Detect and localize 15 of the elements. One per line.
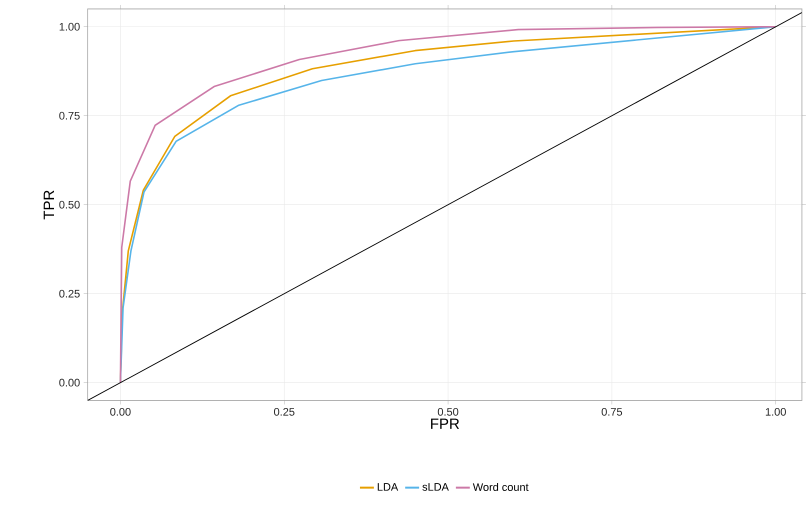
y-tick-label: 0.25 bbox=[59, 290, 80, 298]
y-tick-label: 0.00 bbox=[59, 378, 80, 387]
legend-label: Word count bbox=[472, 482, 529, 491]
y-tick-label: 1.00 bbox=[60, 22, 80, 31]
x-tick-label: 0.00 bbox=[110, 408, 131, 416]
x-tick-label: 0.50 bbox=[438, 408, 458, 416]
x-tick-label: 0.75 bbox=[602, 408, 622, 416]
y-tick-label: 0.50 bbox=[59, 200, 80, 209]
y-axis-title: TPR bbox=[44, 190, 54, 220]
legend-label: sLDA bbox=[422, 483, 449, 491]
x-tick-label: 0.25 bbox=[274, 408, 294, 416]
legend-label: LDA bbox=[378, 483, 398, 491]
x-tick-label: 1.00 bbox=[766, 408, 786, 416]
y-tick-label: 0.75 bbox=[59, 112, 80, 120]
x-axis-title: FPR bbox=[431, 418, 460, 429]
